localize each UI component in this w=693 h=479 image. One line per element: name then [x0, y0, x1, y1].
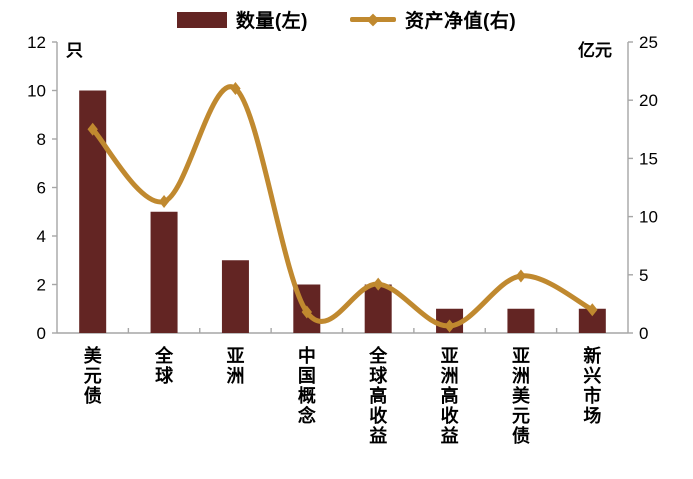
- bar-swatch-icon: [176, 11, 227, 28]
- bar: [150, 211, 178, 333]
- line-series: [90, 84, 595, 329]
- line-marker-diamond-icon: [87, 122, 98, 136]
- right-axis-tick-label: 0: [639, 324, 648, 343]
- x-axis-labels: 美元债 全球 亚洲 中国概念 全球高收益 亚洲高收益 亚洲美元债 新兴市场: [0, 346, 693, 479]
- right-axis-tick-label: 10: [639, 208, 658, 227]
- bar: [221, 260, 249, 333]
- right-axis-tick-label: 5: [639, 266, 648, 285]
- left-axis-tick-label: 10: [27, 82, 46, 101]
- legend-item-quantity: 数量(左): [176, 6, 308, 33]
- x-axis-category-label: 亚洲美元债: [511, 346, 530, 446]
- chart-legend: 数量(左) 资产净值(右): [0, 6, 693, 33]
- left-axis-tick-label: 2: [37, 276, 46, 295]
- left-axis-tick-label: 4: [37, 227, 46, 246]
- line-diamond-swatch-icon: [350, 13, 396, 26]
- x-axis-category-label: 中国概念: [297, 346, 316, 426]
- x-axis-category-label: 全球高收益: [369, 346, 388, 446]
- right-axis-tick-label: 25: [639, 33, 658, 52]
- line-marker-diamond-icon: [372, 277, 384, 291]
- left-axis-tick-label: 8: [37, 130, 46, 149]
- right-axis-tick-label: 15: [639, 149, 658, 168]
- bar: [507, 308, 535, 333]
- legend-label-nav: 资产净值(右): [405, 11, 517, 32]
- line-marker-diamond-icon: [158, 194, 170, 208]
- x-axis-category-label: 亚洲高收益: [440, 346, 459, 446]
- left-axis-tick-label: 12: [27, 33, 46, 52]
- line-marker-diamond-icon: [230, 82, 241, 96]
- x-axis-category-label: 美元债: [83, 346, 102, 406]
- line-marker-diamond-icon: [301, 305, 313, 319]
- x-axis-category-label: 亚洲: [226, 346, 245, 386]
- left-axis-tick-label: 0: [37, 324, 46, 343]
- left-axis-tick-label: 6: [37, 179, 46, 198]
- x-axis-category-label: 新兴市场: [583, 346, 602, 426]
- line-marker-diamond-icon: [587, 303, 598, 317]
- line-marker-diamond-icon: [444, 319, 455, 333]
- line-marker-diamond-icon: [515, 269, 527, 283]
- x-axis-category-label: 全球: [155, 346, 174, 386]
- right-axis-tick-label: 20: [639, 91, 658, 110]
- legend-label-quantity: 数量(左): [235, 11, 308, 32]
- legend-item-nav: 资产净值(右): [350, 6, 516, 33]
- right-axis-unit-label: 亿元: [578, 41, 612, 60]
- bar: [364, 284, 392, 333]
- left-axis-unit-label: 只: [66, 41, 83, 60]
